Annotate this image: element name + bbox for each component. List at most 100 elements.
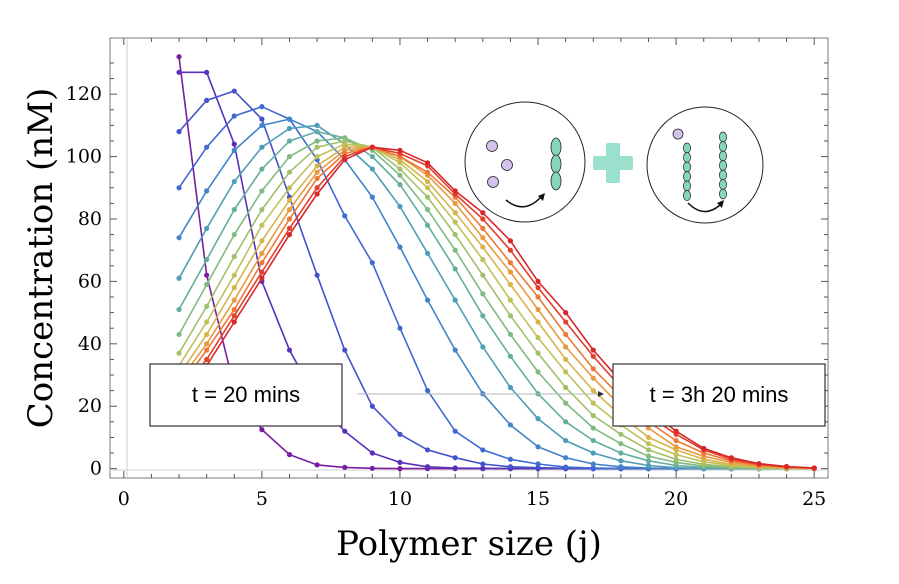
data-point bbox=[231, 178, 237, 185]
data-point bbox=[314, 462, 320, 468]
data-point bbox=[563, 455, 569, 461]
data-point bbox=[424, 222, 431, 228]
data-point bbox=[507, 297, 514, 303]
data-point bbox=[397, 431, 403, 437]
data-point bbox=[286, 125, 293, 132]
data-point bbox=[480, 256, 486, 263]
data-point bbox=[507, 260, 514, 266]
y-tick-label: 0 bbox=[90, 458, 102, 480]
y-axis-title: Concentration (nM) bbox=[21, 88, 61, 429]
data-point bbox=[480, 465, 486, 471]
data-point bbox=[424, 185, 431, 191]
data-point bbox=[286, 231, 293, 238]
data-point bbox=[452, 188, 458, 194]
monomer-icon bbox=[501, 159, 513, 171]
fibril-segment-icon bbox=[683, 171, 691, 182]
data-point bbox=[286, 197, 293, 203]
data-point bbox=[673, 456, 679, 462]
data-point bbox=[176, 275, 182, 281]
data-point bbox=[204, 69, 210, 75]
data-point bbox=[231, 231, 237, 238]
time-arrow-head bbox=[598, 391, 604, 397]
series-layer bbox=[176, 54, 817, 472]
data-point bbox=[590, 425, 596, 431]
elongation-arrowhead-icon bbox=[717, 200, 724, 208]
data-point bbox=[259, 427, 265, 433]
data-point bbox=[507, 331, 514, 338]
data-point bbox=[563, 464, 569, 470]
series-line bbox=[178, 137, 815, 470]
data-point bbox=[424, 169, 431, 175]
data-point bbox=[480, 244, 486, 250]
data-point bbox=[314, 153, 320, 160]
data-point bbox=[286, 216, 293, 222]
y-tick-label: 20 bbox=[78, 395, 102, 417]
data-point bbox=[204, 356, 210, 363]
data-point bbox=[507, 422, 514, 428]
elongation-circle bbox=[646, 106, 764, 224]
data-point bbox=[231, 253, 237, 260]
data-point bbox=[204, 303, 210, 309]
data-point bbox=[563, 384, 569, 391]
data-point bbox=[424, 297, 431, 303]
fibril-segment-icon bbox=[719, 131, 727, 143]
series-line bbox=[178, 146, 815, 470]
fibril-short-icon bbox=[683, 142, 691, 201]
data-point bbox=[563, 400, 569, 406]
data-point bbox=[314, 185, 320, 191]
data-point bbox=[286, 347, 293, 353]
data-point bbox=[231, 113, 237, 119]
data-point bbox=[286, 185, 293, 191]
data-point bbox=[507, 281, 514, 288]
data-point bbox=[535, 369, 541, 375]
data-point bbox=[369, 450, 375, 456]
data-point bbox=[342, 213, 348, 219]
data-point bbox=[424, 388, 431, 394]
data-point bbox=[231, 285, 237, 291]
data-point bbox=[590, 400, 596, 406]
data-point bbox=[535, 285, 541, 291]
data-point bbox=[590, 388, 596, 394]
data-point bbox=[507, 269, 514, 275]
data-point bbox=[204, 281, 210, 288]
series-15 bbox=[176, 144, 817, 471]
y-tick-label: 80 bbox=[78, 208, 102, 230]
data-point bbox=[397, 147, 403, 153]
data-point bbox=[452, 200, 458, 206]
data-point bbox=[590, 375, 596, 381]
series-line bbox=[178, 140, 815, 470]
nucleation-circle bbox=[464, 101, 586, 223]
plot-frame bbox=[109, 37, 829, 479]
y-tick-label: 120 bbox=[66, 83, 102, 105]
start-annotation-box bbox=[149, 363, 343, 427]
data-point bbox=[369, 194, 375, 200]
series-line bbox=[178, 143, 815, 470]
data-point bbox=[507, 384, 514, 391]
data-point bbox=[424, 250, 431, 256]
data-point bbox=[452, 247, 458, 253]
data-point bbox=[590, 353, 596, 359]
data-point bbox=[397, 203, 403, 210]
fibril-segment-icon bbox=[719, 160, 727, 171]
data-point bbox=[424, 160, 431, 166]
data-point bbox=[314, 122, 320, 128]
nucleus-segment-icon bbox=[550, 154, 562, 174]
data-point bbox=[590, 412, 596, 419]
series-line bbox=[178, 146, 815, 469]
data-point bbox=[480, 235, 486, 241]
data-point bbox=[231, 313, 237, 319]
data-point bbox=[645, 462, 652, 469]
fibril-segment-icon bbox=[683, 161, 691, 173]
data-point bbox=[618, 464, 624, 470]
data-point bbox=[231, 306, 237, 313]
data-point bbox=[645, 434, 652, 441]
data-point bbox=[314, 191, 320, 197]
data-point bbox=[259, 166, 265, 172]
data-point bbox=[204, 144, 210, 150]
fibril-segment-icon bbox=[719, 188, 727, 200]
data-point bbox=[618, 450, 624, 456]
data-point bbox=[480, 210, 486, 216]
fibril-segment-icon bbox=[683, 152, 691, 163]
data-point bbox=[452, 297, 458, 303]
